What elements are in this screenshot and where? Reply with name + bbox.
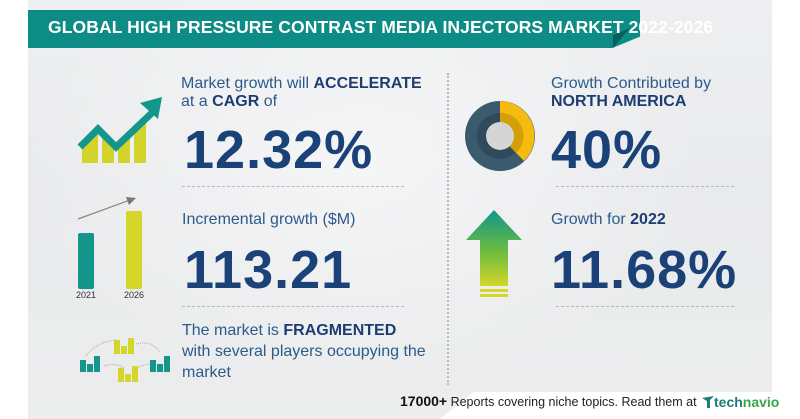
incremental-value: 113.21 [184,240,353,300]
divider [182,306,404,307]
divider [556,186,734,187]
title-banner [28,10,640,48]
divider [182,186,404,187]
technavio-logo-icon [702,396,714,408]
yoy-value: 11.68% [551,240,738,300]
bar-year-2021: 2021 [76,290,97,300]
yoy-label: Growth for 2022 [551,211,666,228]
technavio-logo[interactable]: technavio [702,394,779,410]
divider [556,306,734,307]
fragmented-line1: The market is FRAGMENTED [182,322,397,339]
background-panel [28,0,772,419]
region-label-line2: NORTH AMERICA [551,93,687,110]
fragmented-line2: with several players occupying the [182,343,426,360]
region-value: 40% [551,120,663,180]
cagr-label-line1: Market growth will ACCELERATE [181,75,422,92]
donut-chart-icon [465,101,535,171]
column-divider [447,73,449,385]
footer-strip [440,392,772,419]
incremental-label: Incremental growth ($M) [182,211,356,228]
cagr-label-line2: at a CAGR of [181,93,278,110]
up-arrow-icon [466,210,522,297]
region-label-line1: Growth Contributed by [551,75,712,92]
buildings-network-icon [80,338,170,382]
cagr-value: 12.32% [184,120,374,180]
page-title: GLOBAL HIGH PRESSURE CONTRAST MEDIA INJE… [48,17,714,37]
bar-comparison-icon [77,197,142,289]
growth-chart-icon [77,97,162,163]
bar-year-2026: 2026 [124,290,145,300]
fragmented-line3: market [182,364,231,381]
footer-text: 17000+ Reports covering niche topics. Re… [400,393,697,409]
